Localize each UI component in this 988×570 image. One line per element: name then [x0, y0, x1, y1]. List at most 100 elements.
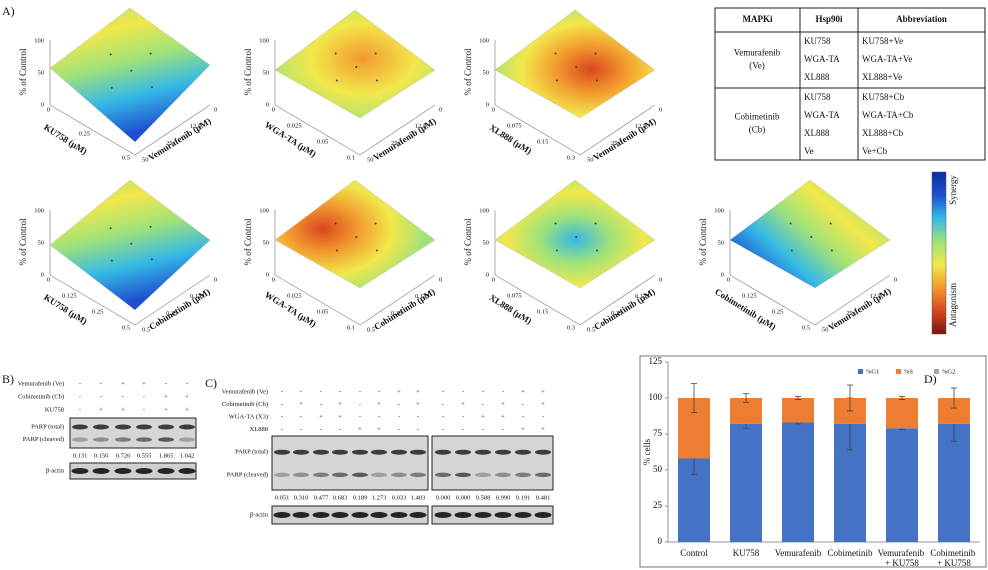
z-tick-label: 50 [483, 69, 490, 76]
treatment-sign: - [522, 413, 524, 420]
treatment-sign: - [398, 413, 400, 420]
grid-dot [355, 236, 358, 238]
treatment-sign: + [521, 426, 525, 433]
floor-edge [494, 274, 581, 326]
treatment-sign: + [377, 426, 381, 433]
table-header: Abbreviation [896, 14, 947, 24]
y-axis-label: Cobimetinib (μM) [592, 286, 657, 332]
y-tick-label: 0 [439, 276, 442, 283]
treatment-sign: + [521, 388, 525, 395]
treatment-sign: - [281, 413, 283, 420]
y-tick-label: 0.25 [166, 310, 177, 317]
response-surface [274, 9, 436, 119]
table-cell: KU758 [804, 92, 831, 102]
band-cleaved [475, 472, 491, 478]
legend-label: %G2 [942, 368, 955, 375]
band-quant: 0.726 [116, 452, 131, 459]
x-tick-label: 0.25 [772, 308, 783, 315]
grid-dot [594, 222, 597, 225]
z-tick-label: 0 [41, 101, 44, 108]
band-quant: 0.990 [496, 494, 511, 501]
grid-dot [554, 222, 557, 225]
blot-parp [271, 435, 429, 491]
response-surface [729, 179, 891, 289]
band-quant: 1.865 [159, 452, 174, 459]
treatment-sign: + [461, 401, 465, 408]
bar-segment [730, 423, 762, 542]
table-cell: XL888+Cb [862, 128, 904, 138]
bar-segment [938, 423, 970, 542]
x-tick-label: 0.3 [567, 154, 575, 161]
x-tick-label: 0.25 [92, 308, 103, 315]
grid-dot [789, 222, 792, 225]
band-cleaved [93, 437, 109, 442]
y-axis-label: Cobimetinib (μM) [372, 286, 437, 332]
band-cleaved [136, 437, 152, 442]
band-cleaved [352, 472, 368, 478]
grid-dot [355, 66, 358, 68]
colorbar-label: Synergy [948, 175, 958, 205]
treatment-sign: - [417, 413, 419, 420]
band-quant: 0.051 [275, 494, 290, 501]
grid-dot [374, 52, 377, 55]
treatment-sign: + [397, 388, 401, 395]
treatment-sign: + [416, 388, 420, 395]
treatment-sign: + [541, 401, 545, 408]
treatment-sign: - [378, 413, 380, 420]
grid-dot [130, 69, 133, 72]
legend-label: %S [904, 368, 913, 375]
grid-dot [555, 79, 558, 82]
x-tick-label: Control [680, 548, 708, 558]
band-cleaved [410, 472, 426, 478]
z-tick-label: 100 [34, 37, 44, 44]
floor-edge [49, 274, 136, 326]
band-cleaved [515, 472, 531, 478]
legend-label: %G1 [866, 368, 879, 375]
band-cleaved [313, 472, 329, 478]
x-tick-label: 0.025 [287, 122, 302, 129]
y-tick-label: 0 [659, 106, 662, 113]
x-axis-label: KU758 (μM) [42, 122, 89, 156]
table-cell: Cobimetinib [735, 112, 781, 122]
band-total [136, 424, 152, 430]
treatment-sign: - [359, 401, 361, 408]
band-cleaved [293, 472, 309, 478]
treatment-sign: - [442, 401, 444, 408]
y-tick-label: 25 [391, 140, 398, 147]
band-quant: 0.000 [456, 494, 471, 501]
band-total [435, 449, 451, 455]
band-total [274, 449, 290, 455]
table-cell: KU758+Cb [862, 92, 905, 102]
floor-edge [359, 274, 436, 326]
x-tick-label: 0.125 [62, 292, 77, 299]
y-axis-label: Vemurafenib (μM) [826, 286, 892, 333]
y-tick-label: 12.5 [870, 293, 881, 300]
floor-edge [494, 104, 581, 156]
treatment-sign: - [417, 426, 419, 433]
y-tick-label: 0 [214, 276, 217, 283]
x-tick-label: Vemurafenib [775, 548, 822, 558]
table-cell: (Ve) [749, 61, 765, 71]
treatment-sign: - [398, 426, 400, 433]
band-total [495, 449, 511, 455]
band-actin [351, 512, 369, 518]
x-tick-label: 0.075 [507, 122, 522, 129]
x-tick-label: Cobimetinib + KU758 [930, 548, 977, 568]
z-axis-label: % of Control [463, 48, 473, 95]
band-quant: 0.588 [476, 494, 491, 501]
bar-segment [782, 422, 814, 542]
y-tick-label: 50 [367, 156, 374, 163]
colorbar-label: Antagonism [948, 283, 958, 327]
band-label: PARP (cleaved) [227, 471, 268, 478]
y-axis-label: Cobimetinib (μM) [147, 286, 212, 332]
band-total [158, 424, 174, 430]
treatment-sign: - [502, 388, 504, 395]
floor-edge [134, 104, 211, 156]
grid-dot [334, 222, 337, 225]
x-tick-label: 0.025 [287, 292, 302, 299]
treatment-sign: - [502, 426, 504, 433]
y-tick-label: 75 [653, 428, 663, 438]
table-cell: KU758+Ve [862, 36, 903, 46]
treatment-sign: + [377, 401, 381, 408]
z-tick-label: 50 [263, 69, 270, 76]
